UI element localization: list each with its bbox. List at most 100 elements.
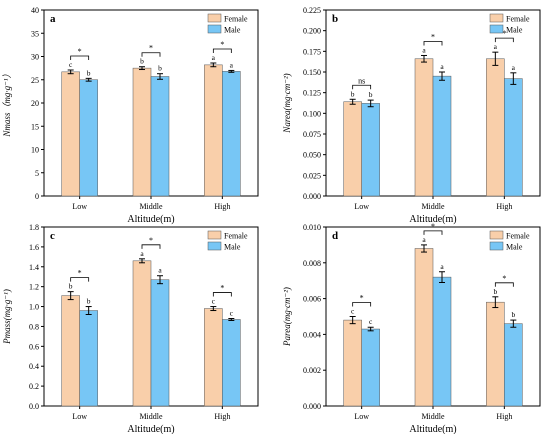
significance-bracket xyxy=(352,302,372,307)
male-bar xyxy=(79,79,98,197)
legend-label: Female xyxy=(224,232,248,241)
y-tick-label: 0.100 xyxy=(303,109,321,118)
y-tick-label: 0.125 xyxy=(303,89,321,98)
significance-marker: * xyxy=(431,32,435,41)
y-tick-label: 0.075 xyxy=(303,130,321,139)
x-tick-label: Middle xyxy=(421,412,445,421)
x-tick-label: Low xyxy=(72,202,87,211)
legend-label: Male xyxy=(224,243,241,252)
significance-letter: a xyxy=(512,63,516,72)
significance-letter: c xyxy=(369,317,373,326)
female-bar xyxy=(132,67,152,197)
x-tick-label: Low xyxy=(354,412,369,421)
y-tick-label: 0.0 xyxy=(29,402,39,411)
significance-letter: a xyxy=(140,249,144,258)
significance-marker: * xyxy=(502,29,506,38)
legend-label: Male xyxy=(506,243,523,252)
y-axis-label: Nmass（mg·g⁻¹） xyxy=(2,69,12,137)
female-bar xyxy=(61,71,80,197)
male-bar xyxy=(432,75,452,197)
significance-letter: a xyxy=(440,62,444,71)
legend-label: Male xyxy=(224,26,241,35)
significance-letter: b xyxy=(511,310,515,319)
legend-label: Female xyxy=(224,15,248,24)
y-tick-label: 0.002 xyxy=(303,366,321,375)
y-tick-label: 30 xyxy=(31,53,39,62)
significance-letter: c xyxy=(69,60,73,69)
male-bar xyxy=(222,319,241,407)
x-axis-label: Altitude(m) xyxy=(127,214,174,225)
legend-swatch xyxy=(207,24,222,34)
y-tick-label: 0.000 xyxy=(303,402,321,411)
y-tick-label: 1.8 xyxy=(29,223,39,232)
legend-swatch xyxy=(207,230,222,240)
x-tick-label: High xyxy=(496,202,512,211)
significance-marker: * xyxy=(431,222,435,231)
significance-bracket xyxy=(494,37,514,43)
significance-letter: b xyxy=(140,57,144,66)
significance-marker: * xyxy=(78,47,82,56)
panel-b: 0.000 0.025 0.050 0.075 0.100 0.125 0.150 0.175… xyxy=(282,6,541,225)
male-bar xyxy=(150,279,170,407)
female-bar xyxy=(414,58,434,197)
y-tick-label: 10 xyxy=(31,146,39,155)
legend-swatch xyxy=(489,13,504,23)
legend-label: Female xyxy=(506,232,530,241)
y-tick-label: 0.150 xyxy=(303,68,321,77)
y-tick-label: 0.010 xyxy=(303,223,321,232)
y-tick-label: 0.025 xyxy=(303,171,321,180)
y-tick-label: 0.225 xyxy=(303,6,321,15)
y-tick-label: 0.004 xyxy=(303,330,321,339)
significance-marker: * xyxy=(78,269,82,278)
significance-letter: a xyxy=(494,42,498,51)
significance-letter: b xyxy=(493,287,497,296)
significance-letter: c xyxy=(351,307,355,316)
male-bar xyxy=(361,103,380,197)
panel-label: a xyxy=(50,13,56,25)
y-tick-label: 15 xyxy=(31,122,39,131)
significance-letter: a xyxy=(158,266,162,275)
female-bar xyxy=(343,101,362,197)
significance-bracket xyxy=(141,244,161,249)
significance-bracket xyxy=(352,84,372,90)
significance-bracket xyxy=(494,282,514,287)
significance-bracket xyxy=(423,230,443,235)
significance-letter: a xyxy=(422,235,426,244)
significance-marker: * xyxy=(220,284,224,293)
legend-swatch xyxy=(489,230,504,240)
significance-letter: a xyxy=(230,60,234,69)
y-tick-label: 0.8 xyxy=(29,322,39,331)
significance-letter: c xyxy=(230,308,234,317)
y-tick-label: 0.2 xyxy=(29,382,39,391)
significance-marker: * xyxy=(502,274,506,283)
significance-bracket xyxy=(70,55,90,60)
y-tick-label: 1.0 xyxy=(29,303,39,312)
significance-letter: b xyxy=(351,89,355,98)
legend-swatch xyxy=(207,241,222,251)
y-tick-label: 0.4 xyxy=(29,362,39,371)
male-bar xyxy=(150,76,170,197)
x-tick-label: High xyxy=(496,412,512,421)
significance-bracket xyxy=(141,52,161,57)
x-tick-label: Middle xyxy=(421,202,445,211)
significance-marker: * xyxy=(360,294,364,303)
female-bar xyxy=(343,319,362,407)
panel-c: 0.0 0.2 0.4 0.6 0.8 1.0 1.2 1.4 1.6 1.8 Low b b * Midd… xyxy=(2,223,259,434)
panel-d: 0.000 0.002 0.004 0.006 0.008 0.010 Low c c * Midd… xyxy=(282,222,541,434)
significance-letter: b xyxy=(158,64,162,73)
legend-label: Male xyxy=(506,26,523,35)
female-bar xyxy=(132,260,152,407)
legend-swatch xyxy=(207,13,222,23)
y-tick-label: 1.2 xyxy=(29,283,39,292)
x-axis-label: Altitude(m) xyxy=(127,424,174,434)
female-bar xyxy=(414,248,434,407)
significance-letter: a xyxy=(422,45,426,54)
significance-letter: a xyxy=(440,262,444,271)
significance-letter: b xyxy=(87,68,91,77)
significance-marker: * xyxy=(220,40,224,49)
panel-label: d xyxy=(332,230,338,242)
legend-swatch xyxy=(489,24,504,34)
significance-letter: b xyxy=(69,282,73,291)
y-axis-label: Pmass(mg·g⁻¹) xyxy=(2,289,12,345)
